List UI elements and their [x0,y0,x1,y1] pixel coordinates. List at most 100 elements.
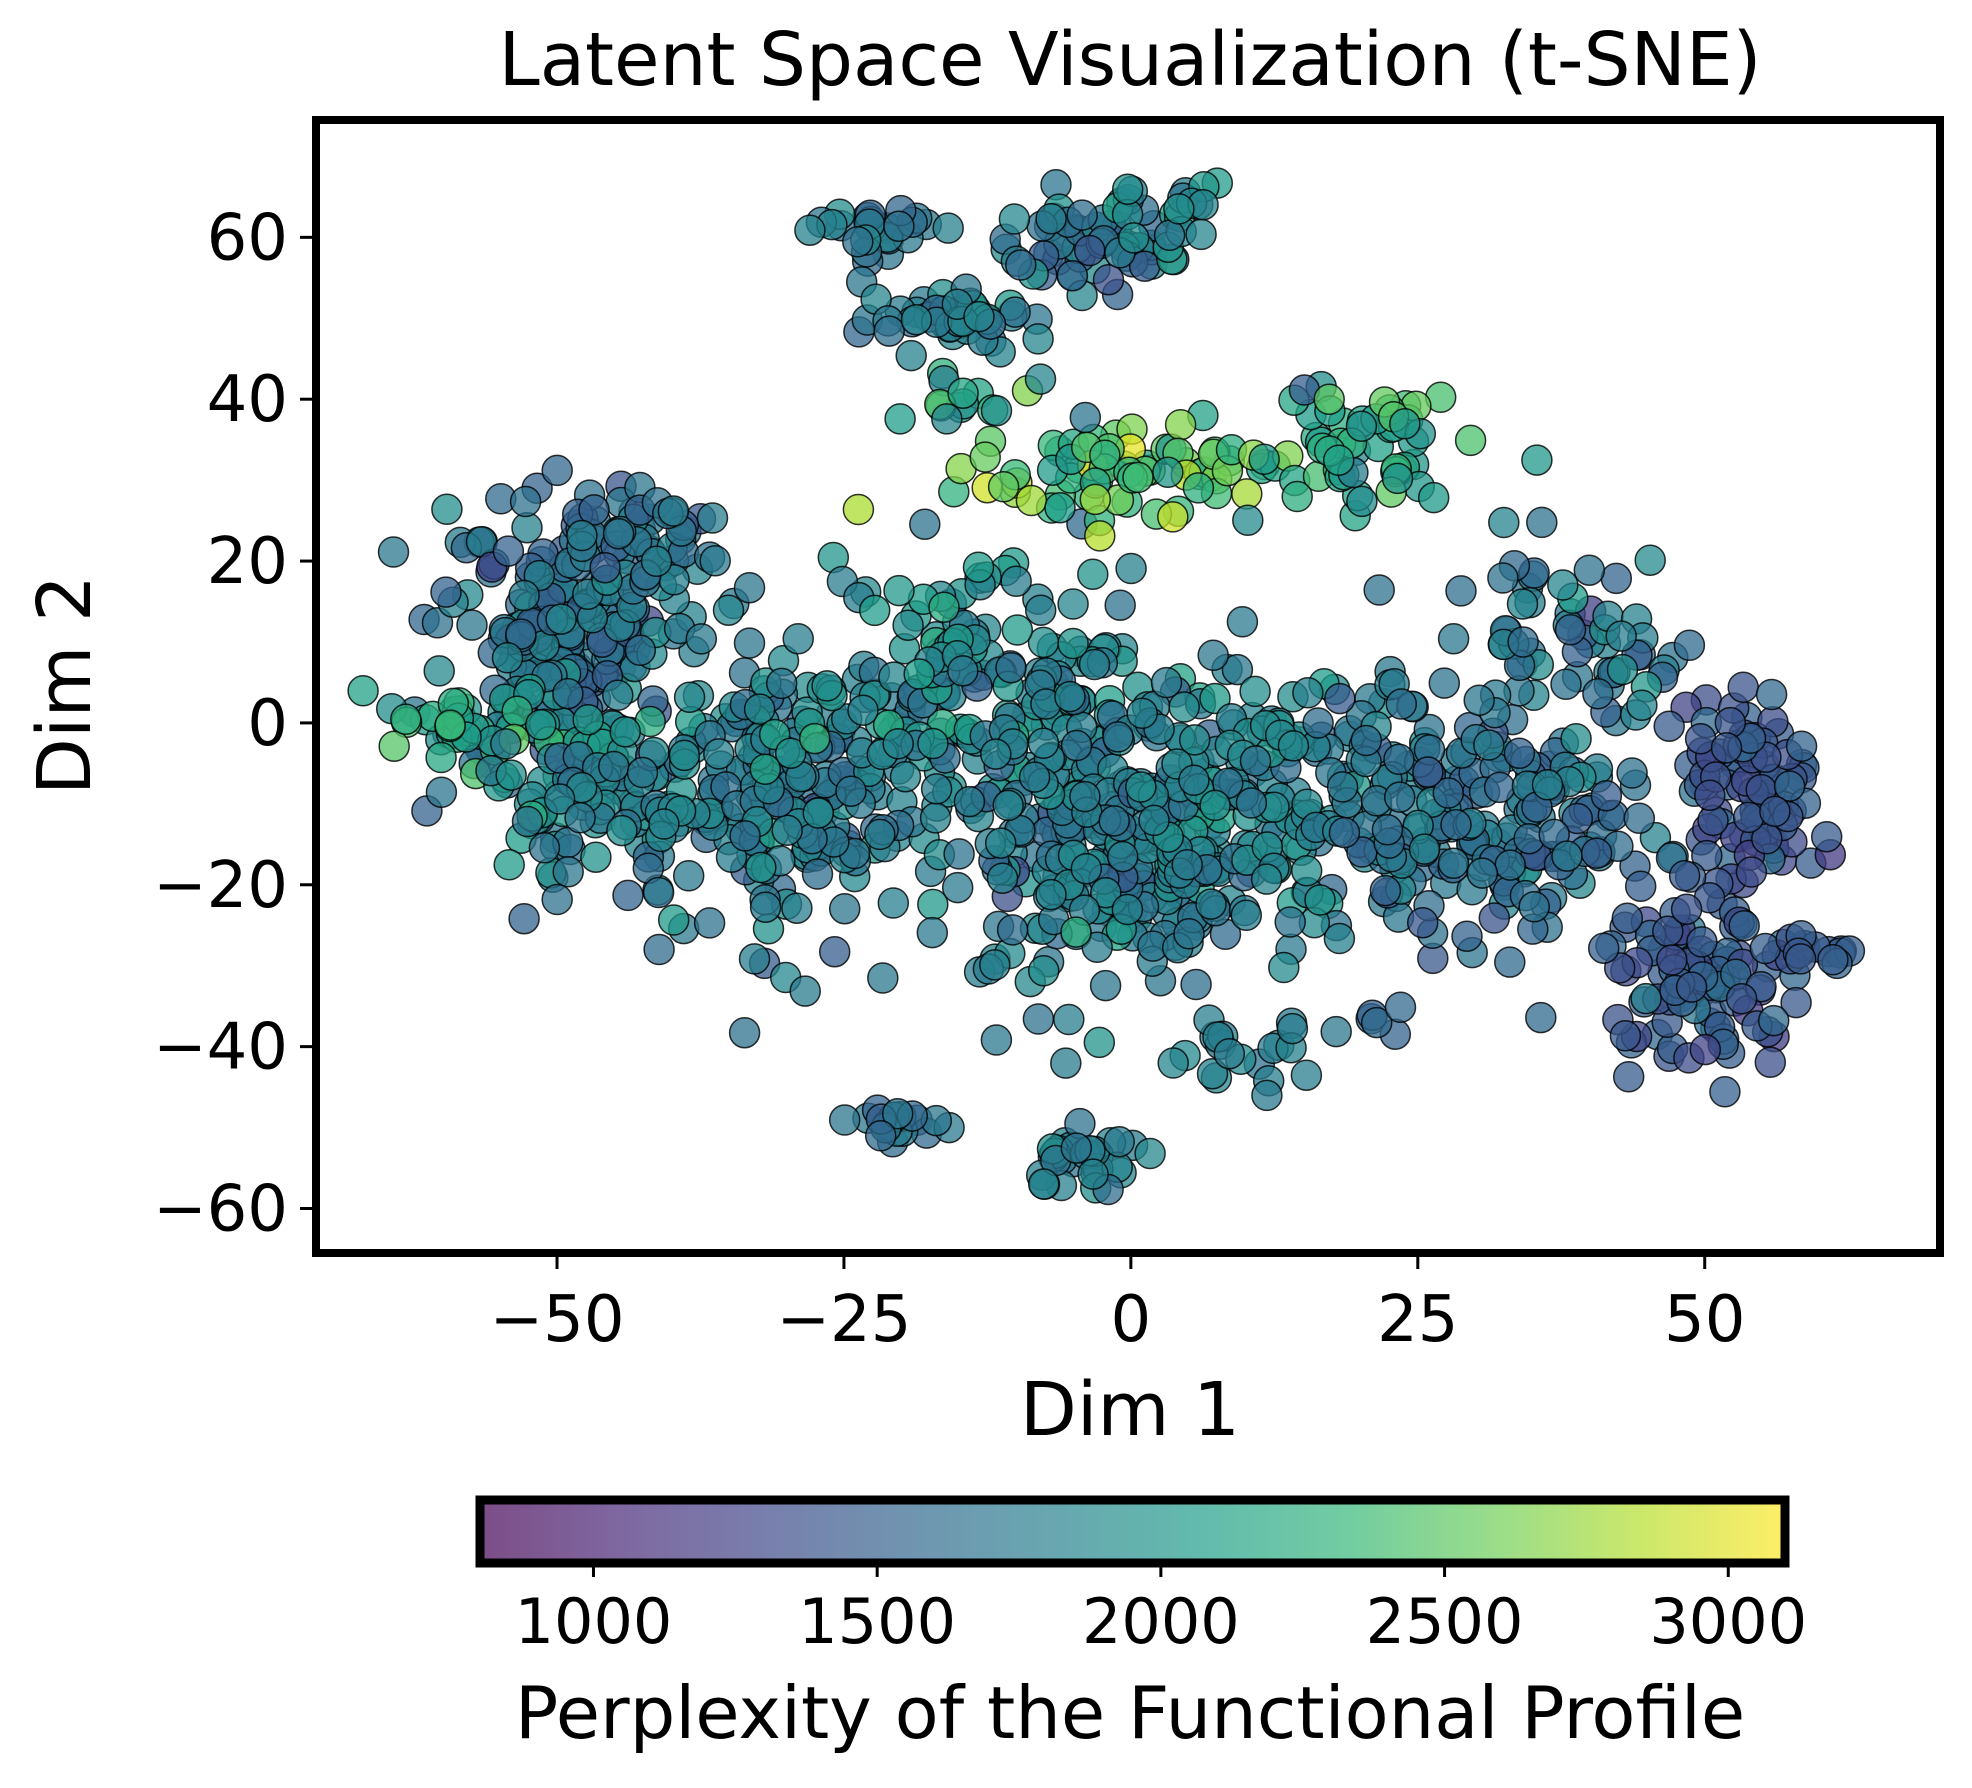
scatter-point [1727,671,1759,703]
scatter-point [430,576,462,608]
scatter-point [1463,684,1495,717]
scatter-point [1054,680,1086,713]
scatter-point [1560,723,1592,755]
scatter-point [1185,218,1217,251]
scatter-point [1069,401,1102,434]
scatter-point [1389,408,1421,440]
scatter-point [1239,675,1271,708]
scatter-point [1488,506,1520,539]
scatter-point [1274,906,1306,938]
plot-frame [312,116,1944,1257]
scatter-point [606,814,638,847]
scatter-point [771,814,803,847]
scatter-point [782,623,814,655]
scatter-point [828,892,861,925]
scatter-point [1248,443,1280,475]
scatter-point [749,891,782,923]
scatter-point [1518,891,1550,923]
scatter-point [1728,909,1760,942]
scatter-point [1773,770,1806,802]
y-tick-label: 60 [207,201,288,275]
scatter-point [733,627,766,659]
scatter-point [566,519,598,552]
scatter-point [1616,757,1648,789]
scatter-point [900,303,933,336]
scatter-point [895,339,927,372]
scatter-point [1605,620,1637,652]
scatter-point [916,916,949,949]
scatter-point [1027,626,1060,659]
scatter-point [1757,1004,1790,1037]
scatter-point [1152,456,1184,489]
scatter-point [1385,688,1418,720]
scatter-point [564,802,596,834]
scatter-point [1626,689,1658,722]
scatter-point [1551,840,1583,872]
scatter-point [842,493,875,526]
scatter-point [1754,1046,1787,1078]
scatter-point [1035,203,1067,235]
scatter-point [1239,745,1272,777]
scatter-point [980,394,1013,427]
scatter-point [1226,606,1259,638]
scatter-point [657,904,690,936]
scatter-point [1232,504,1264,537]
scatter-point [1531,769,1564,801]
scatter-point [928,591,960,623]
scatter-point [1755,678,1788,711]
scatter-point [986,862,1019,894]
x-axis-ticks: −50 −25 0 25 50 [489,1253,1745,1357]
scatter-point [811,670,843,702]
scatter-point [1126,697,1158,730]
scatter-point [545,603,577,635]
scatter-point [509,485,542,518]
scatter-point [1090,876,1122,909]
scatter-point [992,789,1024,822]
scatter-point [909,508,941,540]
scatter-point [1582,677,1614,710]
scatter-point [1077,1158,1109,1190]
scatter-point [1050,1047,1082,1079]
scatter-point [1163,193,1195,225]
scatter-point [802,797,835,829]
scatter-point [589,551,621,584]
scatter-point [1092,263,1125,296]
scatter-point [931,403,963,435]
scatter-point [1044,491,1076,524]
scatter-point [1150,666,1183,699]
scatter-point [1525,1001,1557,1034]
scatter-point [1445,575,1477,607]
scatter-point [1725,983,1758,1015]
scatter-point [1710,732,1743,764]
y-tick-label: −60 [153,1172,288,1246]
scatter-point [1759,795,1791,828]
scatter-point [729,820,761,852]
scatter-point [1083,1026,1116,1059]
scatter-point [903,658,935,690]
scatter-point [1611,902,1644,935]
scatter-point [1066,199,1098,231]
scatter-point [1323,922,1356,955]
scatter-point [1503,737,1536,770]
scatter-point [877,887,910,919]
scatter-point [1005,249,1037,281]
scatter-point [643,933,675,966]
scatter-point [1281,480,1313,513]
scatter-point [995,651,1027,684]
scatter-point [528,832,561,864]
scatter-point [1554,614,1587,646]
scatter-point [733,571,766,604]
scatter-point [1111,173,1144,205]
scatter-point [1073,234,1106,267]
scatter-point [1580,837,1613,869]
scatter-point [508,579,540,612]
scatter-point [728,1016,761,1049]
scatter-point [738,943,771,975]
scatter-point [1213,1037,1246,1070]
scatter-point [1079,483,1112,516]
scatter-point [1015,484,1048,517]
scatter-point [847,694,879,726]
scatter-point [1630,982,1662,1015]
x-tick-label: 50 [1664,1283,1745,1357]
x-axis-label: Dim 1 [1020,1367,1240,1453]
